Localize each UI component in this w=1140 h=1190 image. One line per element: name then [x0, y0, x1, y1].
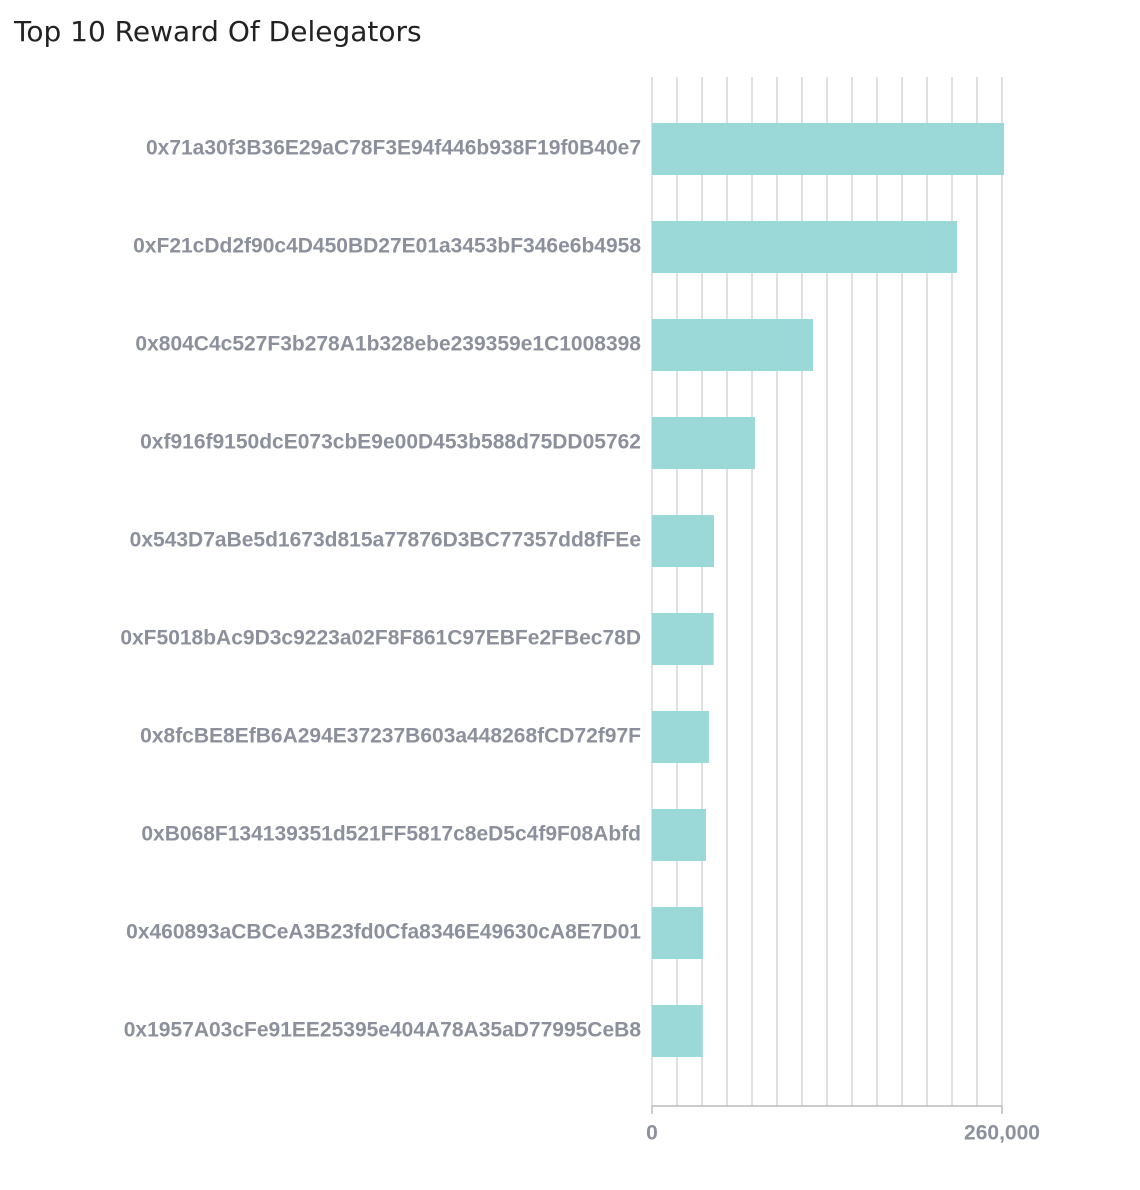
x-tick-label: 0 [646, 1122, 658, 1145]
bar [652, 613, 714, 665]
y-tick-label: 0xf916f9150dcE073cbE9e00D453b588d75DD057… [140, 431, 641, 454]
y-tick-label: 0x804C4c527F3b278A1b328ebe239359e1C10083… [135, 333, 641, 356]
y-tick-label: 0x543D7aBe5d1673d815a77876D3BC77357dd8fF… [130, 529, 641, 552]
bar [652, 1005, 703, 1057]
chart-title: Top 10 Reward Of Delegators [13, 15, 422, 48]
bar [652, 711, 709, 763]
y-tick-label: 0xB068F134139351d521FF5817c8eD5c4f9F08Ab… [141, 823, 641, 846]
y-tick-label: 0x71a30f3B36E29aC78F3E94f446b938F19f0B40… [146, 137, 641, 160]
y-tick-label: 0xF21cDd2f90c4D450BD27E01a3453bF346e6b49… [133, 235, 641, 258]
bar [652, 123, 1005, 175]
y-tick-label: 0x460893aCBCeA3B23fd0Cfa8346E49630cA8E7D… [126, 921, 641, 944]
bar [652, 907, 704, 959]
bar [652, 417, 755, 469]
y-tick-label: 0x1957A03cFe91EE25395e404A78A35aD77995Ce… [124, 1019, 642, 1042]
bar [652, 221, 958, 273]
bar [652, 319, 813, 371]
bar [652, 809, 706, 861]
y-tick-label: 0x8fcBE8EfB6A294E37237B603a448268fCD72f9… [140, 725, 641, 748]
x-tick-label: 260,000 [964, 1122, 1040, 1145]
bar [652, 515, 715, 567]
y-tick-label: 0xF5018bAc9D3c9223a02F8F861C97EBFe2FBec7… [120, 627, 641, 650]
